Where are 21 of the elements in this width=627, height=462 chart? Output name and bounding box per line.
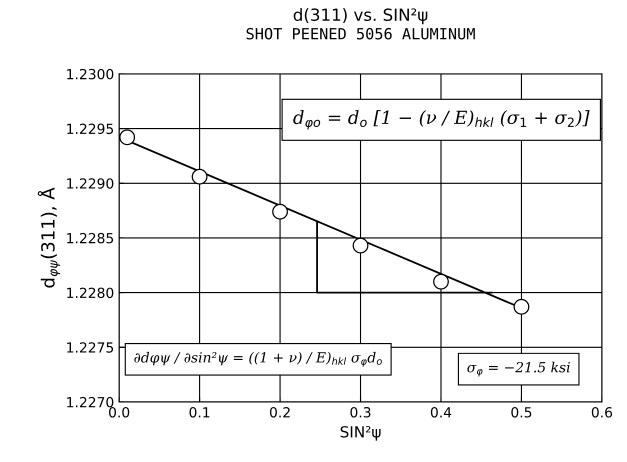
x-tick-label: 0.6 — [592, 407, 612, 418]
y-tick-label: 1.2295 — [67, 124, 114, 134]
y-tick-label: 1.2300 — [67, 68, 114, 80]
x-tick-label: 0.5 — [511, 407, 532, 418]
y-tick-label: 1.2290 — [67, 178, 114, 189]
chart-title: d(311) vs. SIN²ψ — [294, 8, 428, 24]
y-tick-label: 1.2275 — [67, 342, 114, 353]
y-tick-label: 1.2285 — [67, 232, 114, 244]
annotation: σ$_{φ}$ = −21.5 ksi — [467, 362, 570, 377]
chart-subtitle: SHOT PEENED 5056 ALUMINUM — [246, 28, 475, 40]
x-tick-label: 0.3 — [350, 407, 370, 418]
x-tick-label: 0.2 — [270, 407, 290, 418]
y-tick-label: 1.2270 — [67, 396, 114, 408]
y-axis-title: d$_{φψ}$(311), Å — [38, 188, 60, 288]
annotation: ∂dφψ / ∂sin²ψ = ((1 + ν) / E)$_{hkl}$ σ$_{φ}$d$_{o}$ — [134, 352, 382, 367]
x-tick-label: 0.1 — [189, 407, 210, 418]
x-tick-label: 0.0 — [109, 407, 130, 418]
x-tick-label: 0.4 — [430, 407, 452, 418]
text: d$_{φo}$ = d$_{o}$ [1 − (ν / E)$_{hkl}$ (σ$_{1}$ + σ$_{2}$)] — [293, 110, 590, 130]
y-tick-label: 1.2280 — [67, 288, 114, 298]
x-axis-title: SIN²ψ — [340, 426, 381, 441]
